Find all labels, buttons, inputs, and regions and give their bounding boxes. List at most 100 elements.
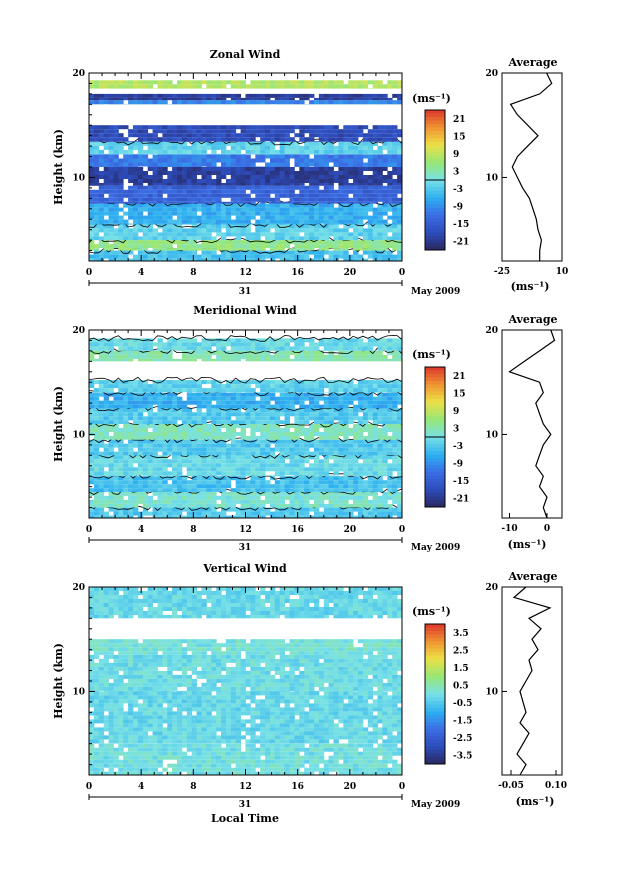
heatmap-cell	[270, 432, 276, 436]
heatmap-cell	[167, 384, 173, 389]
heatmap-cell	[304, 443, 310, 448]
heatmap-cell	[270, 185, 276, 190]
heatmap-cell	[367, 424, 374, 428]
heatmap-cell	[333, 471, 339, 476]
heatmap-cell	[118, 491, 124, 496]
heatmap-cell	[245, 488, 251, 492]
heatmap-cell	[274, 467, 281, 472]
heatmap-cell	[172, 129, 178, 134]
heatmap-cell	[113, 471, 119, 476]
heatmap-cell	[162, 167, 168, 171]
heatmap-cell	[284, 137, 290, 142]
heatmap-cell	[118, 158, 124, 163]
heatmap-cell	[103, 219, 109, 224]
heatmap-cell	[162, 463, 168, 468]
heatmap-cell	[186, 211, 193, 216]
heatmap-cell	[358, 167, 364, 171]
heatmap-cell	[348, 400, 354, 405]
colorbar-segment	[425, 152, 445, 156]
heatmap-cell	[299, 93, 305, 98]
heatmap-cell	[289, 185, 295, 190]
heatmap-cell	[314, 149, 320, 154]
heatmap-cell	[103, 495, 109, 500]
heatmap-cell	[196, 162, 202, 167]
heatmap-cell	[274, 244, 281, 249]
heatmap-cell	[211, 145, 217, 150]
heatmap-cell	[343, 416, 349, 421]
heatmap-cell	[304, 408, 310, 413]
heatmap-cell	[206, 141, 212, 146]
heatmap-cell	[377, 447, 383, 452]
heatmap-cell	[250, 171, 256, 175]
heatmap-cell	[172, 203, 178, 208]
heatmap-cell	[118, 97, 124, 101]
heatmap-cell	[392, 424, 398, 428]
heatmap-cell	[191, 228, 197, 233]
heatmap-cell	[108, 203, 114, 208]
heatmap-cell	[279, 250, 285, 255]
heatmap-cell	[167, 432, 173, 436]
heatmap-cell	[225, 515, 232, 518]
heatmap-cell	[260, 129, 266, 134]
heatmap-cell	[250, 149, 256, 154]
heatmap-cell	[108, 93, 114, 98]
colorbar-tick-label: 3	[453, 167, 459, 177]
heatmap-cell	[172, 412, 178, 417]
heatmap-cell	[172, 248, 178, 251]
heatmap-cell	[186, 428, 193, 432]
heatmap-cell	[108, 459, 114, 464]
heatmap-cell	[323, 193, 330, 198]
heatmap-cell	[372, 380, 378, 385]
heatmap-cell	[147, 447, 153, 452]
heatmap-cell	[206, 484, 212, 489]
heatmap-cell	[181, 248, 188, 251]
heatmap-cell	[323, 125, 330, 130]
heatmap-cell	[274, 189, 281, 194]
heatmap-cell	[392, 428, 398, 432]
heatmap-cell	[392, 443, 398, 448]
heatmap-cell	[284, 471, 290, 476]
heatmap-cell	[245, 203, 251, 208]
heatmap-cell	[377, 240, 383, 245]
heatmap-cell	[206, 392, 212, 397]
heatmap-cell	[245, 84, 251, 89]
heatmap-cell	[133, 145, 139, 150]
heatmap-cell	[113, 475, 119, 477]
heatmap-cell	[211, 133, 217, 138]
heatmap-cell	[314, 211, 320, 216]
heatmap-cell	[392, 193, 398, 198]
heatmap-cell	[367, 491, 374, 496]
heatmap-cell	[108, 463, 114, 468]
heatmap-cell	[196, 432, 202, 436]
heatmap-cell	[392, 416, 398, 421]
heatmap-cell	[191, 223, 197, 225]
heatmap-cell	[157, 141, 163, 142]
heatmap-cell	[314, 162, 320, 167]
heatmap-cell	[196, 154, 202, 159]
heatmap-cell	[128, 248, 134, 251]
heatmap-cell	[397, 80, 403, 85]
heatmap-cell	[113, 240, 119, 245]
heatmap-cell	[255, 491, 261, 496]
heatmap-cell	[265, 228, 271, 233]
heatmap-cell	[299, 133, 305, 138]
heatmap-cell	[367, 167, 374, 171]
heatmap-cell	[201, 424, 207, 428]
heatmap-cell	[235, 84, 241, 89]
heatmap-cell	[245, 384, 251, 389]
heatmap-cell	[299, 467, 305, 472]
heatmap-cell	[372, 133, 378, 138]
heatmap-cell	[152, 254, 158, 259]
heatmap-cell	[245, 451, 251, 456]
heatmap-cell	[270, 84, 276, 89]
heatmap-cell	[230, 392, 237, 397]
heatmap-cell	[235, 250, 241, 255]
heatmap-cell	[270, 258, 276, 261]
heatmap-cell	[323, 467, 330, 472]
heatmap-cell	[362, 436, 369, 440]
heatmap-cell	[152, 207, 158, 212]
heatmap-cell	[265, 455, 271, 460]
heatmap-cell	[387, 443, 393, 448]
heatmap-cell	[108, 171, 114, 175]
heatmap-cell	[309, 400, 315, 405]
